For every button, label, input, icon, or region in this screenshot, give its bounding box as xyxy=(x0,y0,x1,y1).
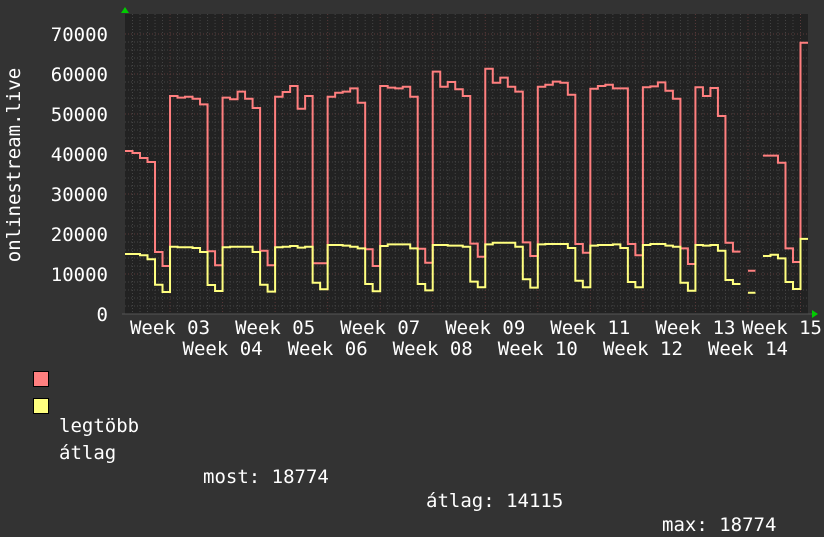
x-tick-label: Week 07 xyxy=(340,317,420,339)
plot-area xyxy=(125,14,808,314)
series-lines xyxy=(125,41,808,294)
x-tick-label: Week 08 xyxy=(393,338,473,360)
x-tick-label: Week 14 xyxy=(708,338,788,360)
stat-max: max: 18774 xyxy=(662,514,777,536)
series-line-max xyxy=(125,41,808,272)
axis-ticks: 0 10000 20000 30000 40000 50000 60000 70000 Week… xyxy=(51,24,822,360)
y-axis-arrow-icon xyxy=(121,7,129,13)
x-tick-label: Week 10 xyxy=(498,338,578,360)
chart: 0 10000 20000 30000 40000 50000 60000 70000 Week… xyxy=(3,7,822,360)
y-tick-label: 60000 xyxy=(51,64,108,86)
x-tick-label: Week 09 xyxy=(445,317,525,339)
legend-label: legtöbb xyxy=(59,415,140,437)
x-tick-label: Week 11 xyxy=(550,317,630,339)
x-tick-label: Week 06 xyxy=(288,338,368,360)
y-axis-label: onlinestream.live xyxy=(3,68,25,262)
legend-label: átlag xyxy=(59,442,117,464)
x-tick-label: Week 13 xyxy=(655,317,735,339)
y-tick-label: 20000 xyxy=(51,224,108,246)
x-tick-label: Week 12 xyxy=(603,338,683,360)
x-tick-label: Week 15 xyxy=(742,317,822,339)
legend-item-avg: átlag most: 18774 átlag: 14115 max: 1877… xyxy=(33,393,813,536)
legend-swatch-avg xyxy=(33,398,49,414)
legend-item-max: legtöbb xyxy=(33,366,139,437)
y-tick-label: 0 xyxy=(97,304,108,326)
stat-average: átlag: 14115 xyxy=(426,490,564,512)
x-tick-label: Week 04 xyxy=(183,338,263,360)
series-line-avg xyxy=(125,237,808,294)
stat-current: most: 18774 xyxy=(203,466,329,488)
y-tick-label: 50000 xyxy=(51,104,108,126)
x-tick-label: Week 03 xyxy=(130,317,210,339)
legend-swatch-max xyxy=(33,371,49,387)
x-axis-arrow-icon xyxy=(812,310,818,318)
y-tick-label: 10000 xyxy=(51,264,108,286)
y-tick-label: 30000 xyxy=(51,184,108,206)
y-tick-label: 70000 xyxy=(51,24,108,46)
y-tick-label: 40000 xyxy=(51,144,108,166)
x-tick-label: Week 05 xyxy=(235,317,315,339)
